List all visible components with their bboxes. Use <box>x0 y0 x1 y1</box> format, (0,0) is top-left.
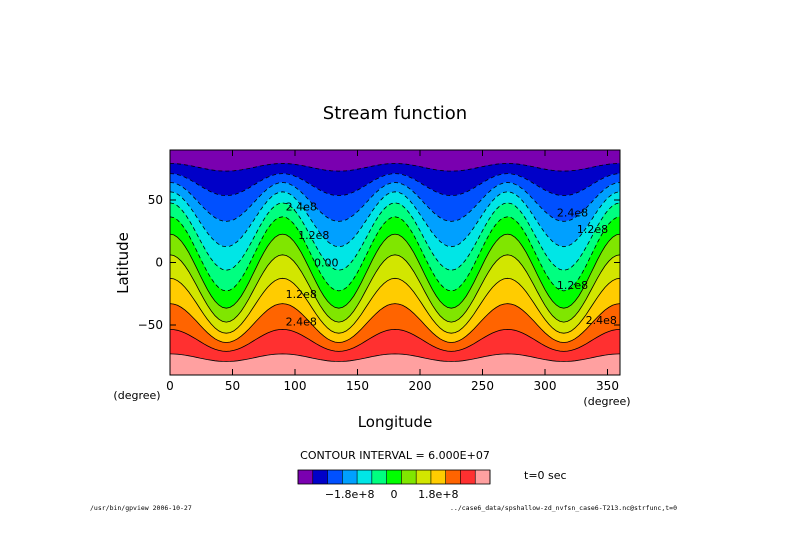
contour-line <box>169 328 621 352</box>
x-axis-label: Longitude <box>358 413 433 431</box>
chart-title: Stream function <box>323 103 467 124</box>
contour-interval-label: CONTOUR INTERVAL = 6.000E+07 <box>300 449 490 462</box>
colorbar <box>297 469 491 485</box>
contour-line <box>169 277 621 334</box>
colorbar-swatch <box>430 470 446 484</box>
y-tick-label: −50 <box>138 318 163 332</box>
colorbar-swatch <box>342 470 358 484</box>
x-tick-label: 50 <box>225 379 240 393</box>
y-axis-ticks: −50 0 50 <box>138 193 620 332</box>
x-tick-label: 100 <box>284 379 307 393</box>
footer-left: /usr/bin/gpview 2006-10-27 <box>90 504 192 512</box>
colorbar-swatch <box>357 470 373 484</box>
colorbar-swatch <box>475 470 491 484</box>
colorbar-tick-labels: −1.8e+8 0 1.8e+8 <box>325 488 459 501</box>
y-tick-label: 50 <box>148 193 163 207</box>
contour-line <box>169 353 621 362</box>
contour-label: 0.00 <box>314 257 339 270</box>
contour-line <box>169 233 621 309</box>
y-axis-label: Latitude <box>114 232 132 294</box>
footer-right: ../case6_data/spshallow-zd_nvfsn_case6-T… <box>450 504 677 512</box>
colorbar-tick-label: −1.8e+8 <box>325 488 375 501</box>
contour-label: 1.2e8 <box>557 279 588 292</box>
contour-lines <box>169 163 621 362</box>
x-tick-label: 150 <box>346 379 369 393</box>
time-label: t=0 sec <box>524 469 567 482</box>
contour-line <box>169 191 621 248</box>
x-axis-ticks: 0 50 100 150 200 250 300 350 <box>166 150 619 393</box>
colorbar-swatch <box>371 470 387 484</box>
contour-label: 2.4e8 <box>557 207 588 220</box>
contour-label: 2.4e8 <box>586 314 617 327</box>
x-tick-label: 350 <box>596 379 619 393</box>
stream-function-field <box>169 149 621 376</box>
contour-label: 1.2e8 <box>286 288 317 301</box>
x-tick-label: 0 <box>166 379 174 393</box>
contour-label: 1.2e8 <box>298 229 329 242</box>
colorbar-swatch <box>416 470 432 484</box>
colorbar-swatch <box>298 470 314 484</box>
colorbar-swatch <box>386 470 402 484</box>
contour-line <box>169 163 621 172</box>
colorbar-tick-label: 1.8e+8 <box>418 488 458 501</box>
contour-line <box>169 182 621 222</box>
colorbar-swatch <box>445 470 461 484</box>
contour-label: 1.2e8 <box>577 223 608 236</box>
colorbar-swatch <box>460 470 476 484</box>
colorbar-tick-label: 0 <box>391 488 398 501</box>
contour-labels: 2.4e8 1.2e8 0.00 1.2e8 2.4e8 2.4e8 1.2e8 1.2e8 2… <box>286 200 617 328</box>
y-tick-label: 0 <box>155 256 163 270</box>
x-tick-label: 200 <box>409 379 432 393</box>
contour-label: 2.4e8 <box>286 315 317 328</box>
contour-line <box>169 216 621 292</box>
colorbar-swatch <box>401 470 417 484</box>
contour-line <box>169 173 621 197</box>
colorbar-swatch <box>312 470 328 484</box>
colorbar-swatch <box>327 470 343 484</box>
y-axis-unit: (degree) <box>113 389 160 402</box>
contour-label: 2.4e8 <box>286 200 317 213</box>
x-axis-unit: (degree) <box>583 395 630 408</box>
colorbar-frame <box>297 469 491 485</box>
contour-line <box>169 254 621 323</box>
contour-line <box>169 202 621 271</box>
x-tick-label: 250 <box>471 379 494 393</box>
x-tick-label: 300 <box>534 379 557 393</box>
contour-line <box>169 303 621 343</box>
